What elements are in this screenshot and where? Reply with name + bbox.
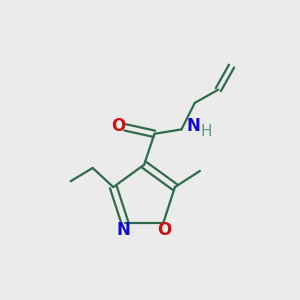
Text: O: O xyxy=(158,221,172,239)
Text: N: N xyxy=(117,221,130,239)
Text: O: O xyxy=(111,117,126,135)
Text: N: N xyxy=(186,117,200,135)
Text: H: H xyxy=(201,124,212,139)
